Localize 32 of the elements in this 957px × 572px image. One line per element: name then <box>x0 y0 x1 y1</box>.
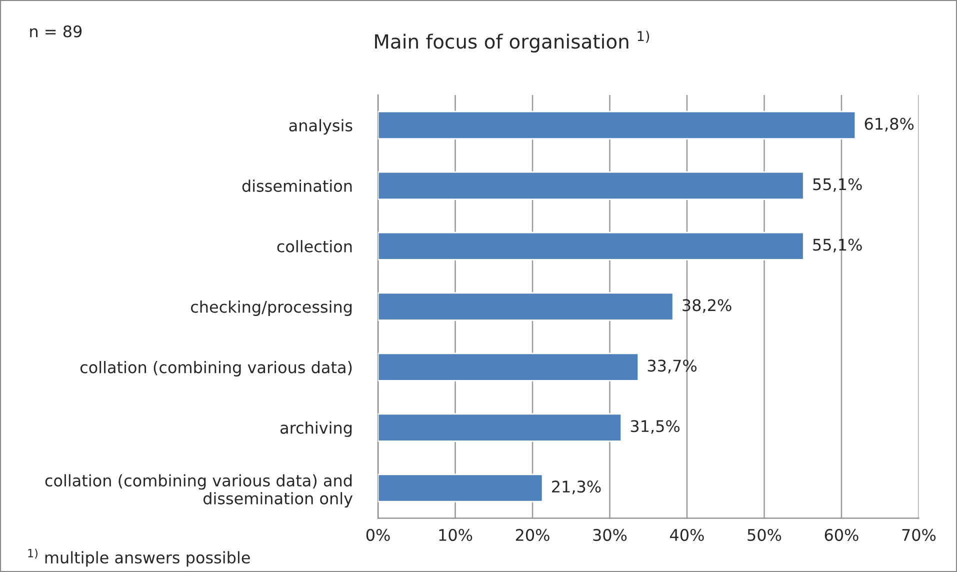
data-label: 33,7% <box>648 360 697 374</box>
y-tick-label: collation (combining various data) <box>80 360 352 376</box>
text: n = 89 <box>30 25 82 38</box>
x-tick-label: 50% <box>748 528 782 542</box>
data-label: 55,1% <box>813 178 862 192</box>
y-tick-label: analysis <box>289 119 352 135</box>
data-label: 55,1% <box>813 238 862 252</box>
x-tick-label: 10% <box>439 528 472 542</box>
data-label: 61,8% <box>864 118 914 132</box>
x-tick-label: 20% <box>516 528 550 542</box>
y-tick-label: dissemination <box>242 180 352 192</box>
y-tick-label: collection <box>277 240 352 252</box>
bar <box>378 413 622 442</box>
bar <box>378 474 544 502</box>
data-label: 31,5% <box>630 420 680 434</box>
x-tick-label: 30% <box>593 528 627 542</box>
y-tick-label: checking/processing <box>190 300 352 316</box>
bar <box>378 171 804 200</box>
y-tick-label: archiving <box>280 421 352 437</box>
data-label: 21,3% <box>552 480 601 494</box>
text: $^{1)}$ multiple answers possible <box>28 548 250 567</box>
data-label: 38,2% <box>682 299 732 313</box>
bar <box>378 232 804 260</box>
bar <box>378 292 674 321</box>
x-tick-label: 60% <box>824 528 858 542</box>
x-tick-label: 70% <box>902 528 936 542</box>
chart-title: Main focus of organisation $^{1)}$ <box>375 30 650 53</box>
x-tick-label: 40% <box>670 528 704 542</box>
bar <box>378 352 640 382</box>
bar <box>378 110 856 140</box>
x-tick-label: 0% <box>366 528 390 542</box>
y-tick-label: collation (combining various data) and dissemination only <box>45 474 353 508</box>
